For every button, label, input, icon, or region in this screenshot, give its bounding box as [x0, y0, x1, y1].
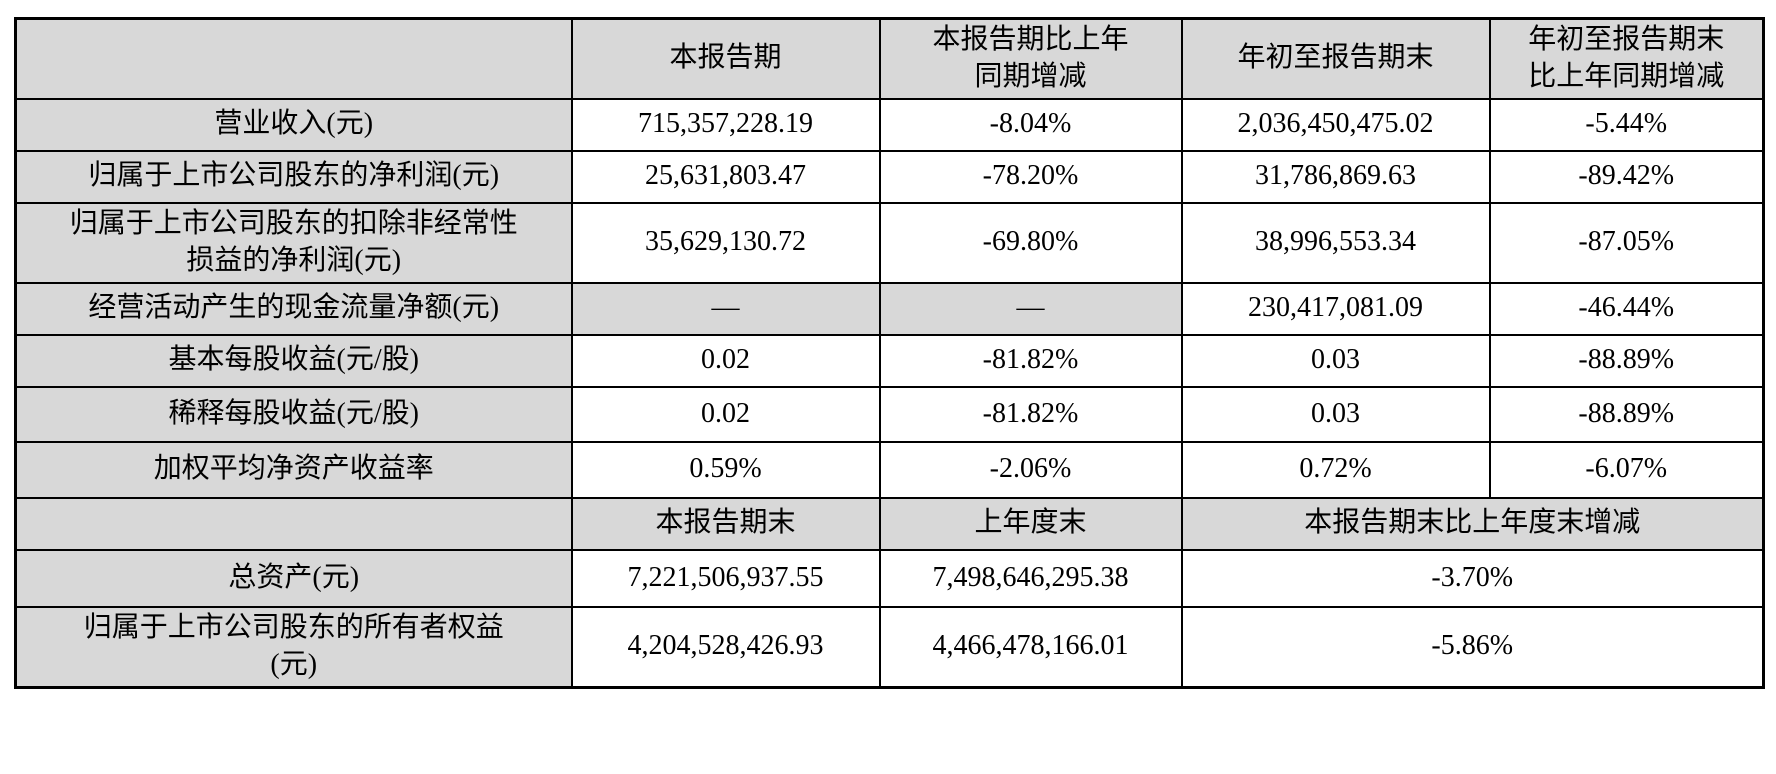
row-label: 经营活动产生的现金流量净额(元)	[14, 281, 573, 336]
data-cell: 0.02	[570, 333, 881, 388]
header-row-period-end: 本报告期末 上年度末 本报告期末比上年度末增减	[14, 496, 1765, 551]
row-label: 归属于上市公司股东的扣除非经常性 损益的净利润(元)	[14, 201, 573, 284]
data-cell: -69.80%	[878, 201, 1183, 284]
corner-cell	[14, 496, 573, 551]
row-diluted-eps: 稀释每股收益(元/股) 0.02 -81.82% 0.03 -88.89%	[14, 385, 1765, 443]
data-cell: -88.89%	[1488, 333, 1765, 388]
data-cell: -3.70%	[1180, 548, 1765, 608]
data-cell: -8.04%	[878, 97, 1183, 152]
data-cell-empty: —	[878, 281, 1183, 336]
row-weighted-avg-roe: 加权平均净资产收益率 0.59% -2.06% 0.72% -6.07%	[14, 440, 1765, 499]
financial-summary-table: 本报告期 本报告期比上年 同期增减 年初至报告期末 年初至报告期末 比上年同期增…	[14, 17, 1765, 689]
data-cell: 0.03	[1180, 333, 1491, 388]
header-end-of-period: 本报告期末	[570, 496, 881, 551]
row-label: 加权平均净资产收益率	[14, 440, 573, 499]
data-cell: -81.82%	[878, 385, 1183, 443]
data-cell: 38,996,553.34	[1180, 201, 1491, 284]
data-cell: 4,204,528,426.93	[570, 605, 881, 689]
data-cell: -87.05%	[1488, 201, 1765, 284]
header-end-of-last-year: 上年度末	[878, 496, 1183, 551]
data-cell: -5.44%	[1488, 97, 1765, 152]
data-cell: -5.86%	[1180, 605, 1765, 689]
row-total-assets: 总资产(元) 7,221,506,937.55 7,498,646,295.38…	[14, 548, 1765, 608]
row-label: 稀释每股收益(元/股)	[14, 385, 573, 443]
row-basic-eps: 基本每股收益(元/股) 0.02 -81.82% 0.03 -88.89%	[14, 333, 1765, 388]
data-cell: 0.02	[570, 385, 881, 443]
header-current-period: 本报告期	[570, 17, 881, 100]
data-cell: -88.89%	[1488, 385, 1765, 443]
data-cell: 715,357,228.19	[570, 97, 881, 152]
row-label: 归属于上市公司股东的所有者权益 (元)	[14, 605, 573, 689]
data-cell: 0.59%	[570, 440, 881, 499]
row-label: 总资产(元)	[14, 548, 573, 608]
row-revenue: 营业收入(元) 715,357,228.19 -8.04% 2,036,450,…	[14, 97, 1765, 152]
data-cell: 31,786,869.63	[1180, 149, 1491, 204]
data-cell: 25,631,803.47	[570, 149, 881, 204]
header-current-period-yoy-change: 本报告期比上年 同期增减	[878, 17, 1183, 100]
data-cell: 35,629,130.72	[570, 201, 881, 284]
data-cell: 2,036,450,475.02	[1180, 97, 1491, 152]
data-cell: -2.06%	[878, 440, 1183, 499]
data-cell: 0.03	[1180, 385, 1491, 443]
row-equity-attributable-to-shareholders: 归属于上市公司股东的所有者权益 (元) 4,204,528,426.93 4,4…	[14, 605, 1765, 689]
row-operating-cash-flow: 经营活动产生的现金流量净额(元) — — 230,417,081.09 -46.…	[14, 281, 1765, 336]
data-cell: -78.20%	[878, 149, 1183, 204]
data-cell: 230,417,081.09	[1180, 281, 1491, 336]
data-cell: -81.82%	[878, 333, 1183, 388]
data-cell: 4,466,478,166.01	[878, 605, 1183, 689]
header-period-end-change: 本报告期末比上年度末增减	[1180, 496, 1765, 551]
data-cell: 0.72%	[1180, 440, 1491, 499]
row-label: 基本每股收益(元/股)	[14, 333, 573, 388]
row-label: 营业收入(元)	[14, 97, 573, 152]
data-cell: -89.42%	[1488, 149, 1765, 204]
data-cell-empty: —	[570, 281, 881, 336]
header-ytd: 年初至报告期末	[1180, 17, 1491, 100]
corner-cell	[14, 17, 573, 100]
data-cell: 7,221,506,937.55	[570, 548, 881, 608]
row-net-profit-excl-nonrecurring: 归属于上市公司股东的扣除非经常性 损益的净利润(元) 35,629,130.72…	[14, 201, 1765, 284]
row-label: 归属于上市公司股东的净利润(元)	[14, 149, 573, 204]
data-cell: -6.07%	[1488, 440, 1765, 499]
data-cell: -46.44%	[1488, 281, 1765, 336]
row-net-profit: 归属于上市公司股东的净利润(元) 25,631,803.47 -78.20% 3…	[14, 149, 1765, 204]
header-ytd-yoy-change: 年初至报告期末 比上年同期增减	[1488, 17, 1765, 100]
data-cell: 7,498,646,295.38	[878, 548, 1183, 608]
header-row-period: 本报告期 本报告期比上年 同期增减 年初至报告期末 年初至报告期末 比上年同期增…	[14, 17, 1765, 100]
